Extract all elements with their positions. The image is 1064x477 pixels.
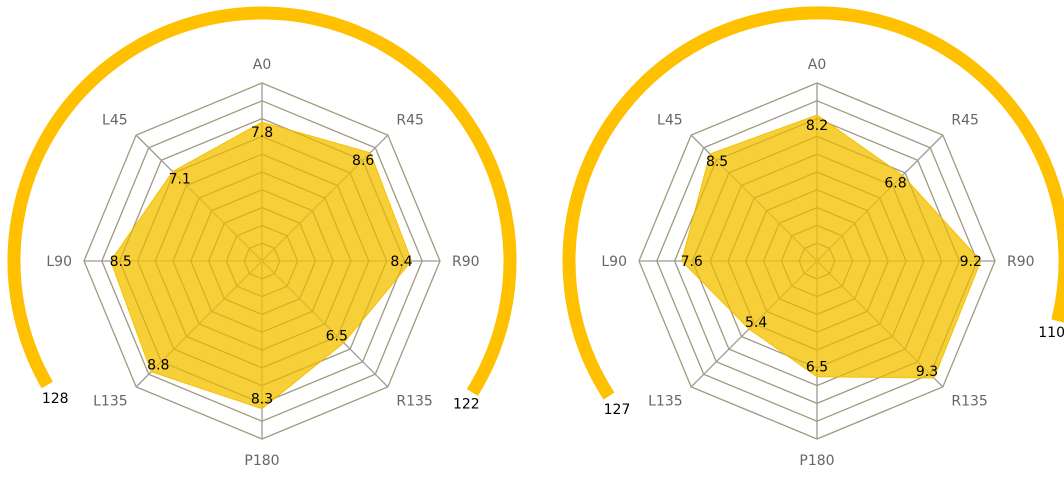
axis-label-P180: P180 <box>799 453 834 469</box>
value-label: 9.3 <box>916 364 938 380</box>
data-area <box>681 114 982 379</box>
value-label: 8.5 <box>110 254 132 270</box>
value-label: 8.2 <box>806 118 828 134</box>
grid-ring-overlay <box>154 153 370 369</box>
axis-label-L90: L90 <box>601 254 627 270</box>
axis-label-P180: P180 <box>244 453 279 469</box>
grid-ring-overlay <box>83 82 441 440</box>
arc-start-label: 127 <box>604 402 631 418</box>
value-label: 6.5 <box>326 329 348 345</box>
axis-label-L45: L45 <box>102 113 128 129</box>
value-label: 7.1 <box>169 172 191 188</box>
value-label: 7.6 <box>681 254 703 270</box>
grid-ring-overlay <box>638 82 996 440</box>
grid-ring-overlay <box>225 224 299 298</box>
axis-label-R45: R45 <box>951 113 979 129</box>
grid-ring-overlay <box>727 171 907 351</box>
arc-start-label: 128 <box>42 391 69 407</box>
grid-ring-overlay <box>691 135 943 387</box>
grid-ring-overlay <box>780 224 854 298</box>
value-label: 9.2 <box>960 254 982 270</box>
grid-ring-overlay <box>745 189 889 333</box>
value-label: 8.4 <box>390 254 412 270</box>
value-label: 8.3 <box>251 392 273 408</box>
axis-label-R90: R90 <box>452 254 480 270</box>
axis-label-L135: L135 <box>648 393 683 409</box>
grid-ring-overlay <box>119 118 405 404</box>
value-label: 5.4 <box>745 315 767 331</box>
radar-chart-1: A0 R45 R90 R135 P180 L135 L90 L45 7.8 8.6 8.4 6.5 8.… <box>7 6 517 469</box>
outer-arc <box>562 6 1064 400</box>
radar-chart-2: A0 R45 R90 R135 P180 L135 L90 L45 8.2 6.8 9.2 9.3 6.… <box>562 6 1064 469</box>
grid-ring-overlay <box>709 153 925 369</box>
grid-ring-overlay <box>674 118 960 404</box>
grid-ring-overlay <box>136 135 388 387</box>
value-label: 6.5 <box>806 360 828 376</box>
value-label: 7.8 <box>251 125 273 141</box>
grid-ring-overlay <box>208 207 316 315</box>
axis-label-L90: L90 <box>46 254 72 270</box>
value-label: 8.5 <box>706 154 728 170</box>
axis-label-R135: R135 <box>951 393 987 409</box>
axis-label-R90: R90 <box>1007 254 1035 270</box>
value-label: 6.8 <box>884 175 906 191</box>
grid-ring-overlay <box>172 171 352 351</box>
grid-ring-overlay <box>763 207 871 315</box>
axis-label-R135: R135 <box>396 393 432 409</box>
grid-ring-overlay <box>243 242 281 280</box>
grid-ring-overlay <box>101 100 423 422</box>
axis-label-L135: L135 <box>93 393 128 409</box>
arc-end-label: 110 <box>1038 325 1064 341</box>
grid-ring-overlay <box>656 100 978 422</box>
axis-label-A0: A0 <box>808 57 826 73</box>
grid-ring-overlay <box>190 189 334 333</box>
value-label: 8.8 <box>147 358 169 374</box>
axis-label-L45: L45 <box>657 113 683 129</box>
grid-ring-overlay <box>798 242 836 280</box>
value-label: 8.6 <box>352 153 374 169</box>
axis-label-A0: A0 <box>253 57 271 73</box>
axis-label-R45: R45 <box>396 113 424 129</box>
data-area <box>110 121 413 410</box>
outer-arc <box>7 6 517 396</box>
arc-end-label: 122 <box>453 396 480 412</box>
